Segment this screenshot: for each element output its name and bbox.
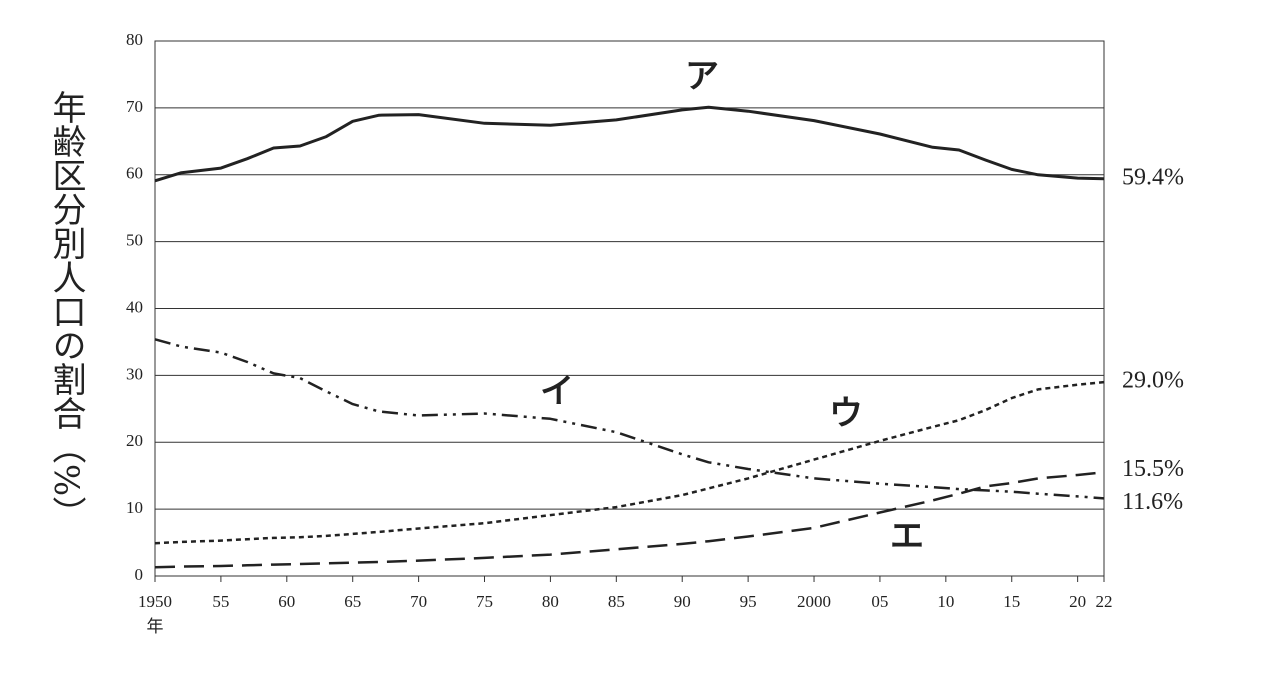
series-name: イ bbox=[540, 372, 574, 412]
x-tick-label: 65 bbox=[344, 592, 361, 611]
value-label: 59.4% bbox=[1122, 164, 1184, 190]
x-tick-label: 22 bbox=[1096, 592, 1113, 611]
series-line bbox=[154, 471, 1105, 569]
series-line bbox=[154, 338, 1105, 500]
y-tick-label: 60 bbox=[126, 164, 143, 183]
series-line bbox=[154, 380, 1105, 545]
x-tick-label: 55 bbox=[212, 592, 229, 611]
x-tick-label: 1950 bbox=[138, 592, 172, 611]
y-axis-label: 年齢区分別人口の割合（%） bbox=[46, 90, 86, 530]
y-tick-label: 10 bbox=[126, 498, 143, 517]
series-name: ア bbox=[685, 57, 719, 97]
y-tick-label: 30 bbox=[126, 364, 143, 383]
x-tick-label: 95 bbox=[740, 592, 757, 611]
plot-frame bbox=[154, 40, 1105, 577]
y-tick-label: 0 bbox=[135, 565, 144, 584]
x-tick-label: 70 bbox=[410, 592, 427, 611]
y-tick-label: 20 bbox=[126, 431, 143, 450]
x-tick-label: 80 bbox=[542, 592, 559, 611]
value-label: 15.5% bbox=[1122, 456, 1184, 482]
x-tick-label: 20 bbox=[1069, 592, 1086, 611]
y-tick-label: 80 bbox=[126, 30, 143, 49]
x-tick-label: 60 bbox=[278, 592, 295, 611]
series-name: エ bbox=[890, 517, 924, 557]
x-axis-label: 年 bbox=[147, 617, 164, 636]
y-tick-label: 40 bbox=[126, 297, 143, 316]
series-name: ウ bbox=[829, 394, 863, 434]
x-tick-label: 75 bbox=[476, 592, 493, 611]
x-tick-label: 90 bbox=[674, 592, 691, 611]
x-tick-label: 05 bbox=[871, 592, 888, 611]
x-tick-label: 2000 bbox=[797, 592, 831, 611]
series-line bbox=[154, 105, 1105, 183]
x-tick-label: 15 bbox=[1003, 592, 1020, 611]
x-tick-label: 10 bbox=[937, 592, 954, 611]
y-tick-label: 70 bbox=[126, 97, 143, 116]
y-tick-label: 50 bbox=[126, 231, 143, 250]
x-tick-label: 85 bbox=[608, 592, 625, 611]
value-label: 11.6% bbox=[1122, 489, 1183, 515]
value-label: 29.0% bbox=[1122, 368, 1184, 394]
